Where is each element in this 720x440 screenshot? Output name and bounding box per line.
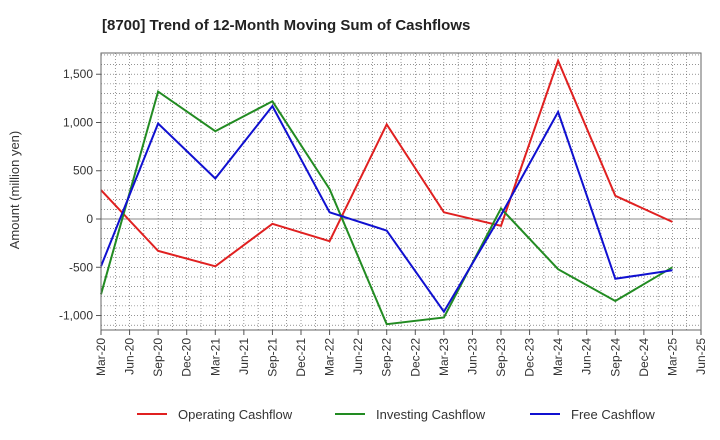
x-tick-label: Dec-20 bbox=[180, 338, 194, 377]
y-tick-label: 500 bbox=[73, 164, 93, 178]
x-tick-label: Mar-21 bbox=[208, 338, 222, 376]
y-axis-label: Amount (million yen) bbox=[7, 131, 22, 250]
x-tick-label: Mar-22 bbox=[323, 338, 337, 376]
x-tick-label: Dec-24 bbox=[637, 338, 651, 377]
x-tick-label: Mar-20 bbox=[94, 338, 108, 376]
x-tick-label: Jun-22 bbox=[351, 338, 365, 375]
x-tick-label: Jun-20 bbox=[123, 338, 137, 375]
legend-label: Investing Cashflow bbox=[376, 407, 486, 422]
x-tick-label: Dec-23 bbox=[523, 338, 537, 377]
x-tick-label: Sep-22 bbox=[380, 338, 394, 377]
x-tick-label: Jun-24 bbox=[580, 338, 594, 375]
y-tick-label: 1,000 bbox=[63, 115, 93, 129]
y-tick-label: 0 bbox=[86, 212, 93, 226]
x-tick-label: Jun-23 bbox=[465, 338, 479, 375]
y-tick-label: -1,000 bbox=[59, 309, 93, 323]
x-tick-label: Sep-24 bbox=[608, 338, 622, 377]
y-tick-label: -500 bbox=[69, 260, 93, 274]
x-tick-label: Mar-24 bbox=[551, 338, 565, 376]
x-tick-labels: Mar-20 Jun-20 Sep-20 Dec-20 Mar-21 Jun-21 Sep-… bbox=[94, 330, 708, 377]
x-tick-label: Mar-25 bbox=[665, 338, 679, 376]
x-tick-label: Dec-21 bbox=[294, 338, 308, 377]
y-tick-labels: -1,000 -500 0 500 1,000 1,500 bbox=[59, 67, 101, 323]
x-tick-label: Sep-20 bbox=[151, 338, 165, 377]
x-tick-label: Sep-23 bbox=[494, 338, 508, 377]
x-tick-label: Jun-21 bbox=[237, 338, 251, 375]
legend-label: Free Cashflow bbox=[571, 407, 655, 422]
series-line bbox=[100, 104, 673, 314]
series-lines bbox=[100, 57, 673, 326]
series-line bbox=[100, 57, 673, 268]
x-tick-label: Mar-23 bbox=[437, 338, 451, 376]
legend-label: Operating Cashflow bbox=[178, 407, 293, 422]
grid bbox=[100, 53, 702, 330]
plot-frame bbox=[100, 52, 702, 331]
series-line bbox=[100, 89, 673, 326]
y-tick-label: 1,500 bbox=[63, 67, 93, 81]
x-tick-label: Dec-22 bbox=[408, 338, 422, 377]
x-tick-label: Sep-21 bbox=[265, 338, 279, 377]
legend: Operating Cashflow Investing Cashflow Free… bbox=[137, 407, 655, 422]
chart-title: [8700] Trend of 12-Month Moving Sum of C… bbox=[102, 17, 470, 34]
x-tick-label: Jun-25 bbox=[694, 338, 708, 375]
plot-border bbox=[100, 52, 702, 331]
